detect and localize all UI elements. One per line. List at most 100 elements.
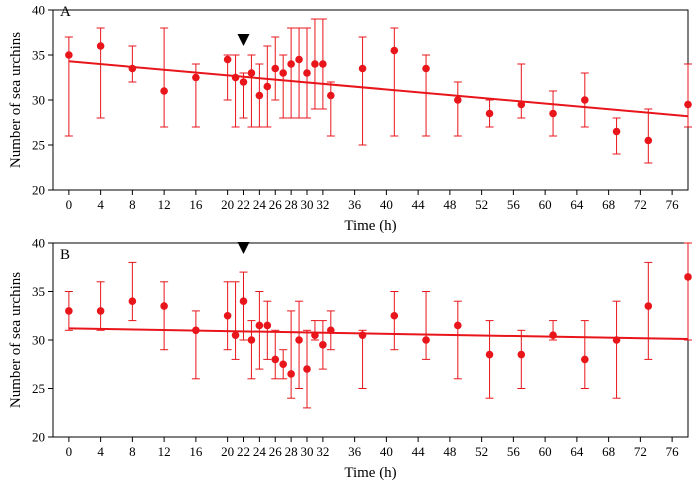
data-point: [684, 100, 692, 109]
x-tick-label: 68: [602, 197, 615, 212]
x-tick-label: 4: [97, 444, 104, 459]
data-point-group: [453, 81, 462, 137]
data-point-group: [318, 18, 327, 110]
data-point-group: [255, 63, 264, 128]
panel-label: B: [60, 247, 70, 263]
x-tick-label: 44: [412, 197, 426, 212]
x-tick-label: 40: [380, 444, 393, 459]
data-point-group: [358, 36, 367, 146]
x-tick-label: 36: [348, 444, 362, 459]
x-tick-label: 24: [253, 444, 267, 459]
data-point-group: [684, 242, 692, 341]
data-point: [390, 46, 399, 55]
data-point: [287, 60, 295, 68]
data-point: [65, 307, 73, 315]
x-tick-label: 12: [158, 197, 171, 212]
x-tick-label: 4: [97, 197, 104, 212]
data-point: [192, 326, 200, 335]
data-point-group: [96, 27, 105, 119]
data-point: [231, 331, 240, 339]
x-tick-label: 40: [380, 197, 393, 212]
data-point-group: [247, 54, 256, 128]
x-tick-label: 76: [666, 444, 680, 459]
data-point: [422, 336, 430, 344]
data-point-group: [303, 329, 311, 409]
event-marker-triangle: [237, 242, 250, 254]
x-tick-label: 30: [301, 444, 314, 459]
data-point-group: [271, 36, 280, 101]
data-point-group: [612, 300, 621, 399]
event-marker-triangle: [237, 34, 250, 46]
y-tick-label: 30: [32, 93, 45, 108]
data-point: [327, 91, 335, 100]
data-point: [271, 355, 280, 364]
x-tick-label: 60: [539, 444, 552, 459]
x-tick-label: 56: [507, 444, 521, 459]
data-point: [612, 127, 621, 136]
x-tick-label: 0: [66, 197, 73, 212]
data-point-group: [64, 291, 73, 331]
data-point-group: [390, 27, 399, 137]
x-tick-label: 52: [475, 197, 488, 212]
data-point-group: [128, 45, 137, 83]
x-axis-title: Time (h): [344, 465, 396, 481]
y-tick-label: 25: [32, 138, 45, 153]
x-tick-label: 32: [316, 444, 329, 459]
x-tick-label: 12: [158, 444, 171, 459]
data-point-group: [247, 320, 256, 380]
data-point-group: [231, 281, 240, 360]
data-point: [279, 360, 287, 369]
data-point-group: [255, 291, 264, 370]
y-axis-title: Number of sea urchins: [8, 32, 24, 168]
x-tick-label: 68: [602, 444, 615, 459]
x-tick-label: 28: [285, 197, 298, 212]
x-tick-label: 72: [634, 444, 647, 459]
data-point-group: [422, 54, 431, 137]
data-point: [454, 321, 462, 330]
y-axis-title: Number of sea urchins: [8, 272, 24, 408]
data-point-group: [326, 310, 335, 351]
data-point-group: [191, 63, 200, 128]
data-point: [319, 341, 327, 349]
y-tick-label: 40: [32, 236, 45, 251]
data-point-group: [326, 81, 335, 137]
data-point-group: [96, 281, 105, 331]
data-point-group: [644, 261, 653, 360]
data-point: [454, 96, 462, 104]
data-point-group: [303, 27, 311, 119]
data-point-group: [580, 72, 589, 128]
data-point: [223, 55, 232, 64]
data-point: [684, 273, 692, 281]
x-tick-label: 52: [475, 444, 488, 459]
x-tick-label: 44: [412, 444, 426, 459]
x-tick-label: 8: [129, 444, 136, 459]
y-tick-label: 40: [32, 3, 45, 18]
data-point: [287, 370, 295, 378]
data-point-group: [422, 291, 431, 360]
data-point-group: [128, 261, 137, 322]
data-point: [65, 51, 73, 59]
data-point-group: [612, 117, 621, 155]
data-point: [644, 136, 653, 145]
data-point-group: [517, 329, 526, 389]
data-point: [311, 60, 319, 68]
data-point-group: [191, 310, 200, 380]
y-tick-label: 25: [32, 381, 45, 396]
data-point: [96, 42, 105, 50]
data-point: [485, 109, 494, 118]
data-point-group: [160, 27, 169, 128]
data-point: [517, 100, 526, 109]
data-point-group: [263, 300, 272, 360]
data-point-group: [239, 271, 248, 341]
x-tick-label: 76: [666, 197, 680, 212]
data-point: [239, 297, 248, 306]
x-tick-label: 16: [189, 444, 203, 459]
data-point-group: [580, 320, 589, 389]
data-point: [192, 73, 200, 82]
data-point-group: [64, 36, 73, 137]
x-tick-label: 26: [269, 197, 283, 212]
data-point: [247, 336, 256, 344]
data-point-group: [287, 27, 296, 119]
data-point-group: [287, 310, 296, 399]
